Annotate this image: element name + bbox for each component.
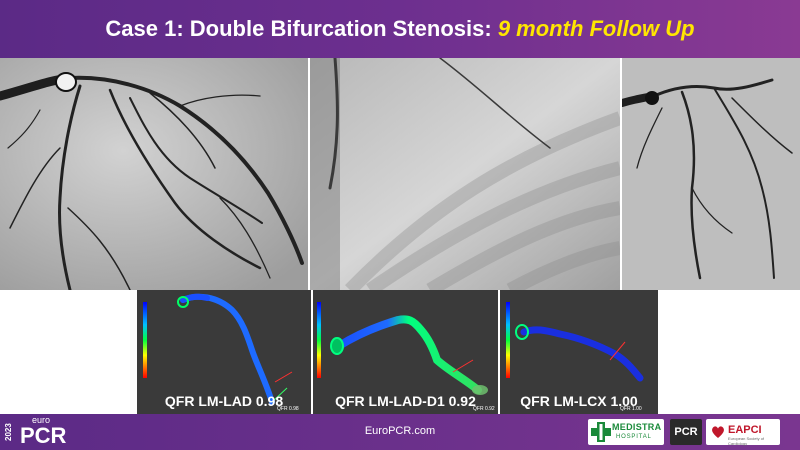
qfr-panel-lm-lad-d1: QFR 0.92 QFR LM-LAD-D1 0.92 — [313, 290, 498, 414]
medistra-cross-icon — [591, 422, 611, 442]
qfr-label-1: QFR LM-LAD 0.98 — [164, 393, 284, 409]
eapci-sub: European Society of Cardiology — [728, 436, 765, 446]
eapci-logo: EAPCI European Society of Cardiology — [706, 419, 780, 446]
eapci-heart-icon — [712, 426, 724, 438]
color-scale-1 — [143, 302, 147, 378]
footer-url[interactable]: EuroPCR.com — [364, 425, 436, 437]
slide-title: Case 1: Double Bifurcation Stenosis: 9 m… — [105, 16, 694, 42]
title-bar: Case 1: Double Bifurcation Stenosis: 9 m… — [0, 0, 800, 58]
angiogram-1 — [0, 58, 308, 290]
medistra-name: MEDISTRA — [612, 422, 662, 432]
pcr-logo: PCR — [670, 419, 702, 445]
angiogram-2 — [310, 58, 620, 290]
eapci-name: EAPCI — [728, 424, 762, 436]
qfr-tip-3: QFR 1.00 — [620, 406, 642, 412]
brand-euro: euro — [32, 415, 51, 425]
qfr-tip-1: QFR 0.98 — [277, 406, 299, 412]
qfr-panel-lm-lad: QFR 0.98 QFR LM-LAD 0.98 — [137, 290, 311, 414]
qfr-label-3: QFR LM-LCX 1.00 — [520, 393, 638, 409]
qfr-tip-2: QFR 0.92 — [473, 406, 495, 412]
color-scale-3 — [506, 302, 510, 378]
europcr-logo: euro PCR — [20, 416, 66, 447]
footer: 2023 euro PCR EuroPCR.com MEDISTRA HOSPI… — [0, 414, 800, 450]
qfr-label-2: QFR LM-LAD-D1 0.92 — [335, 393, 476, 409]
color-scale-2 — [317, 302, 321, 378]
medistra-logo: MEDISTRA HOSPITAL — [588, 419, 664, 445]
qfr-panel-lm-lcx: QFR 1.00 QFR LM-LCX 1.00 — [500, 290, 658, 414]
brand-pcr: PCR — [20, 423, 67, 448]
title-highlight: 9 month Follow Up — [497, 16, 695, 41]
medistra-sub: HOSPITAL — [616, 434, 652, 440]
angiogram-3 — [622, 58, 800, 290]
title-text: Case 1: Double Bifurcation Stenosis: — [105, 16, 492, 41]
